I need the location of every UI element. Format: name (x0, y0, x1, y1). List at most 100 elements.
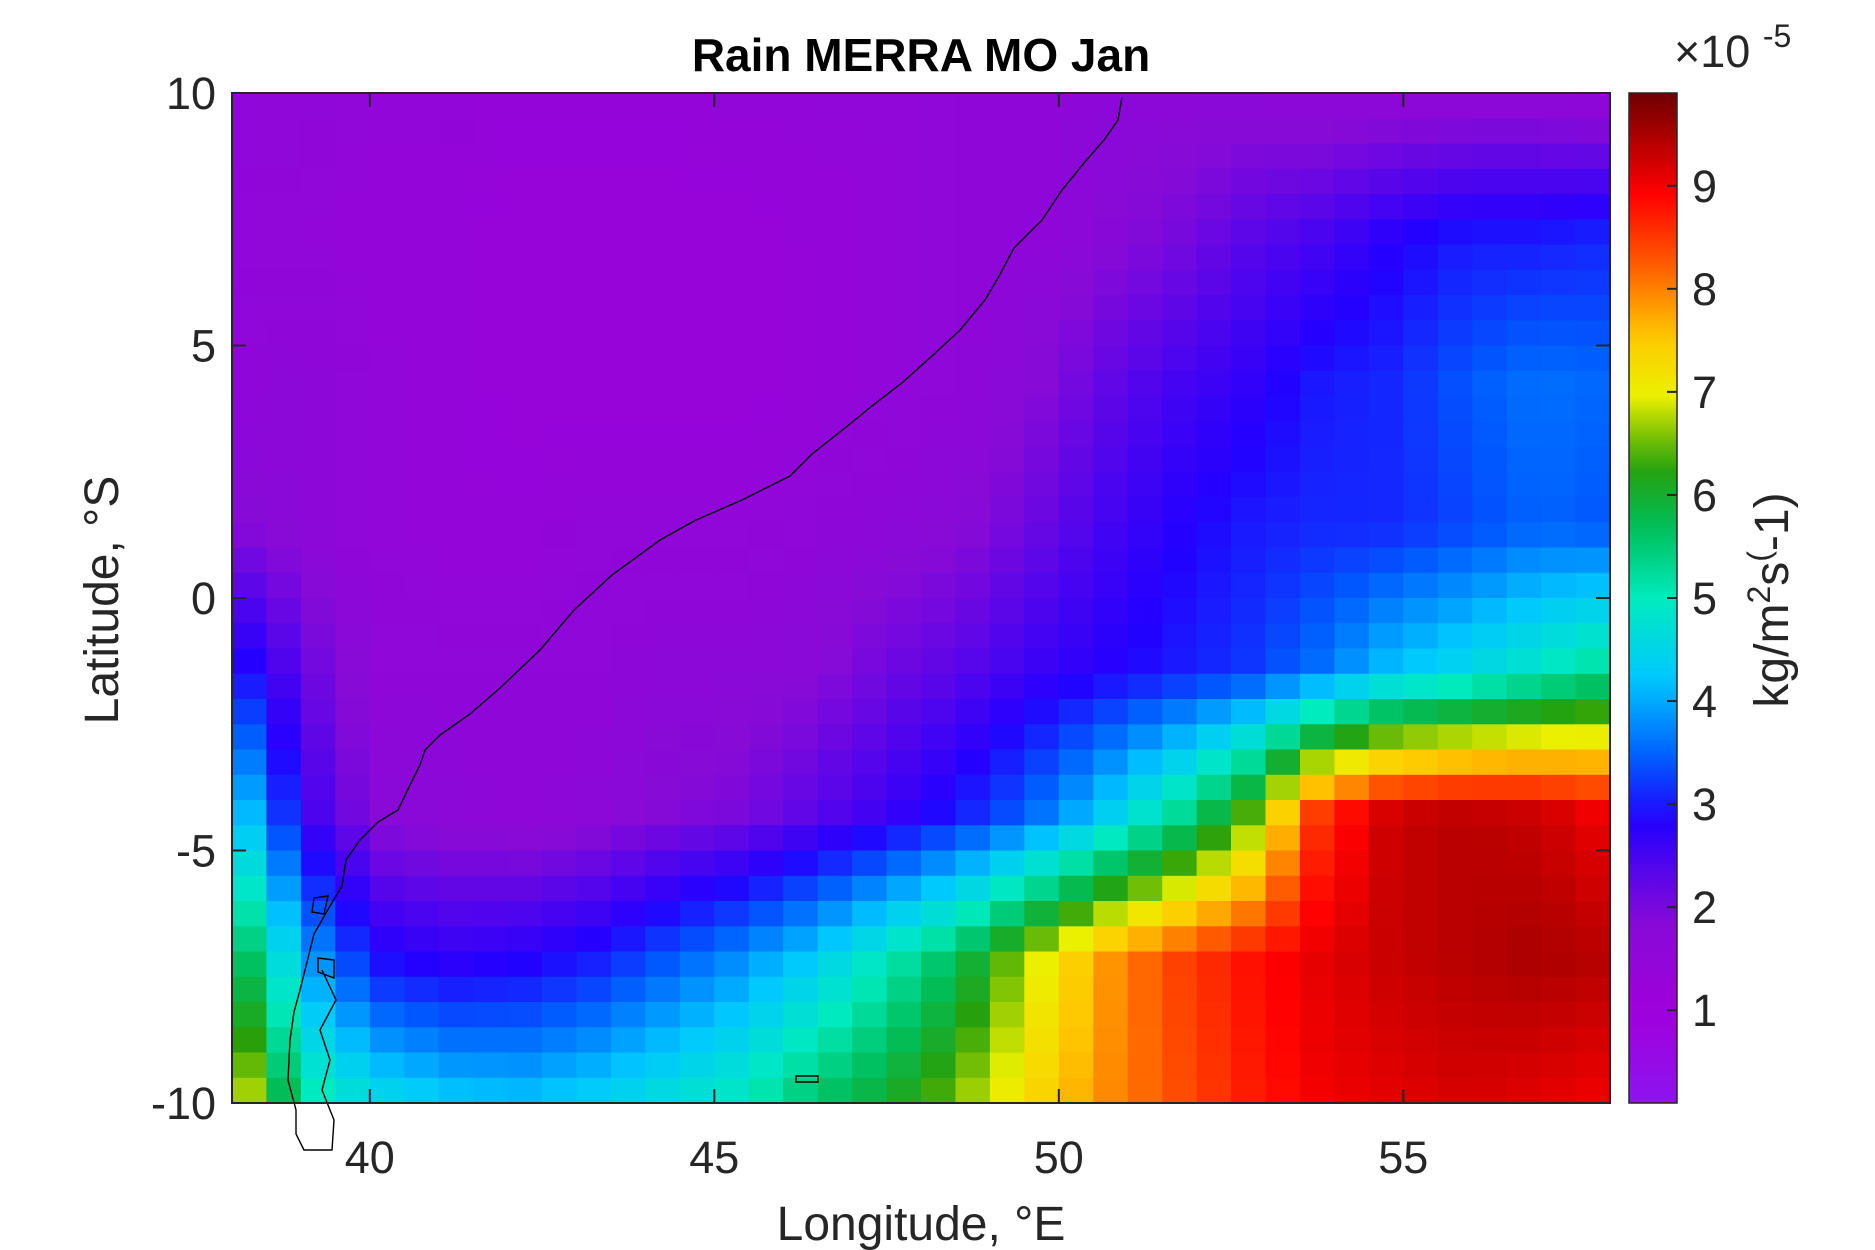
heatmap-cell (989, 497, 1025, 523)
heatmap-cell (1300, 724, 1336, 751)
heatmap-cell (1472, 446, 1508, 473)
heatmap-cell (1162, 875, 1198, 902)
heatmap-cell (1368, 295, 1404, 321)
heatmap-cell (1265, 93, 1301, 119)
heatmap-cell (404, 93, 440, 119)
heatmap-cell (611, 244, 646, 271)
heatmap-cell (989, 396, 1025, 422)
heatmap-cell (1300, 522, 1336, 549)
heatmap-cell (989, 345, 1025, 372)
heatmap-cell (232, 471, 267, 498)
heatmap-cell (817, 219, 853, 246)
heatmap-cell (989, 724, 1025, 751)
heatmap-cell (852, 295, 888, 321)
heatmap-cell (1472, 547, 1508, 574)
heatmap-cell (1368, 1002, 1404, 1028)
heatmap-cell (679, 825, 715, 852)
heatmap-cell (921, 194, 957, 220)
heatmap-cell (852, 976, 888, 1003)
heatmap-cell (817, 800, 853, 826)
heatmap-cell (611, 749, 646, 776)
heatmap-cell (1196, 901, 1232, 927)
heatmap-cell (1472, 244, 1508, 271)
heatmap-cell (1541, 623, 1577, 650)
heatmap-cell (852, 648, 888, 675)
heatmap-cell (576, 244, 612, 271)
heatmap-cell (1403, 118, 1439, 145)
heatmap-cell (817, 244, 853, 271)
heatmap-cell (1368, 269, 1404, 296)
heatmap-cell (1265, 370, 1301, 397)
heatmap-cell (300, 168, 336, 195)
heatmap-cell (1437, 547, 1473, 574)
heatmap-cell (1368, 1027, 1404, 1054)
heatmap-cell (955, 800, 991, 826)
heatmap-cell (1506, 648, 1542, 675)
heatmap-cell (1575, 497, 1611, 523)
heatmap-cell (576, 446, 612, 473)
heatmap-cell (1024, 598, 1060, 624)
heatmap-cell (645, 244, 681, 271)
heatmap-cell (232, 118, 267, 145)
heatmap-cell (335, 244, 371, 271)
heatmap-cell (1506, 825, 1542, 852)
heatmap-cell (714, 648, 750, 675)
heatmap-cell (1058, 269, 1094, 296)
heatmap-cell (473, 572, 509, 599)
heatmap-cell (1058, 598, 1094, 624)
heatmap-cell (576, 320, 612, 347)
heatmap-cell (989, 421, 1025, 448)
heatmap-cell (645, 219, 681, 246)
heatmap-cell (1403, 951, 1439, 978)
heatmap-cell (852, 901, 888, 927)
heatmap-cell (369, 143, 405, 170)
heatmap-cell (679, 345, 715, 372)
heatmap-cell (1127, 749, 1163, 776)
heatmap-cell (1437, 774, 1473, 801)
heatmap-cell (1368, 749, 1404, 776)
heatmap-cell (886, 648, 922, 675)
heatmap-cell (886, 345, 922, 372)
heatmap-cell (1127, 673, 1163, 700)
heatmap-cell (369, 1027, 405, 1054)
heatmap-cell (748, 118, 784, 145)
heatmap-cell (1024, 572, 1060, 599)
heatmap-cell (1541, 421, 1577, 448)
colorbar-tick-label: 6 (1692, 470, 1717, 521)
heatmap-cell (645, 1027, 681, 1054)
heatmap-cell (335, 396, 371, 422)
heatmap-cell (335, 1002, 371, 1028)
heatmap-cell (714, 724, 750, 751)
heatmap-cell (1437, 825, 1473, 852)
heatmap-cell (576, 168, 612, 195)
heatmap-cell (1403, 673, 1439, 700)
heatmap-cell (1403, 623, 1439, 650)
heatmap-cell (645, 1077, 681, 1104)
heatmap-cell (852, 875, 888, 902)
heatmap-cell (748, 168, 784, 195)
heatmap-cell (507, 850, 543, 877)
heatmap-cell (1403, 421, 1439, 448)
heatmap-cell (369, 522, 405, 549)
heatmap-cell (1541, 547, 1577, 574)
heatmap-cell (1196, 1077, 1232, 1104)
heatmap-cell (404, 774, 440, 801)
heatmap-cell (266, 370, 302, 397)
heatmap-cell (1334, 673, 1370, 700)
heatmap-cell (645, 976, 681, 1003)
heatmap-cell (645, 320, 681, 347)
heatmap-cell (507, 547, 543, 574)
heatmap-cell (955, 93, 991, 119)
heatmap-cell (300, 673, 336, 700)
heatmap-cell (679, 875, 715, 902)
heatmap-cell (852, 774, 888, 801)
heatmap-cell (1300, 421, 1336, 448)
heatmap-cell (1024, 446, 1060, 473)
heatmap-cell (921, 396, 957, 422)
heatmap-cell (300, 749, 336, 776)
heatmap-cell (817, 951, 853, 978)
heatmap-cell (438, 547, 474, 574)
heatmap-cell (1472, 901, 1508, 927)
heatmap-cell (817, 825, 853, 852)
heatmap-cell (1127, 598, 1163, 624)
